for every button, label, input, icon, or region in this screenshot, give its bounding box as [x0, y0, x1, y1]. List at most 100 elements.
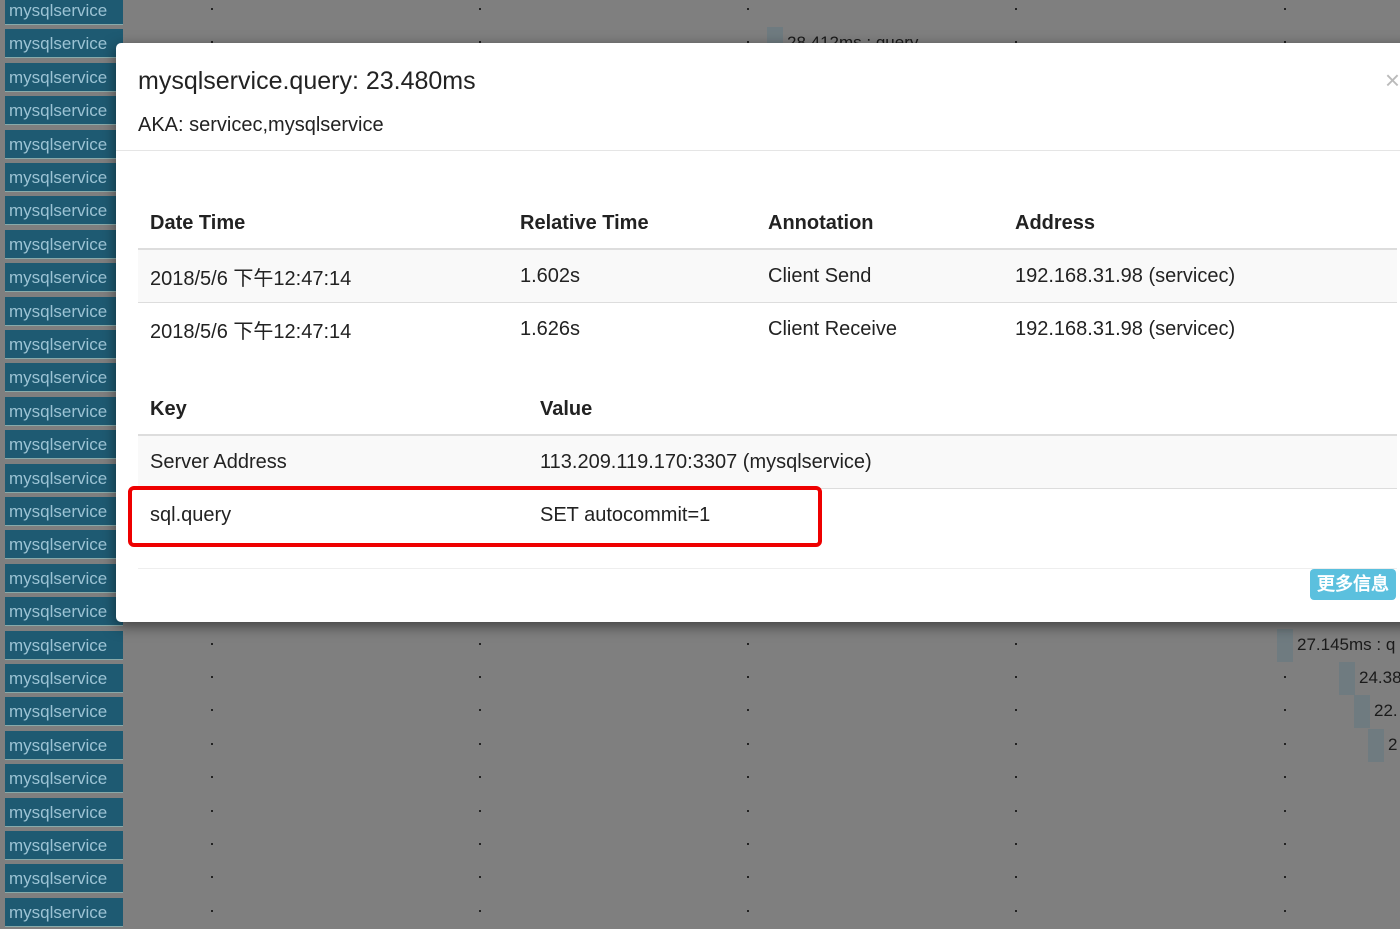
- tick-dot: [1015, 809, 1017, 812]
- tick-dot: [1015, 642, 1017, 645]
- tick-dot: [479, 742, 481, 745]
- tick-dot: [747, 909, 749, 912]
- span-row[interactable]: mysqlservice: [0, 161, 1400, 194]
- span-row[interactable]: mysqlservice 27.145ms : q: [0, 628, 1400, 662]
- tick-dot: [1015, 676, 1017, 678]
- service-label: mysqlservice: [5, 430, 123, 460]
- tick-dot: [747, 809, 749, 812]
- tick-dot: [211, 909, 213, 912]
- tags-table: Key Value Server Address 113.209.119.170:3…: [138, 384, 1397, 541]
- tick-dot: [479, 843, 481, 845]
- tick-dot: [1284, 742, 1286, 745]
- span-row[interactable]: mysqlservice: [0, 829, 1400, 862]
- aka-text: AKA: servicec,mysqlservice: [138, 114, 384, 136]
- cell: 192.168.31.98 (servicec): [1003, 248, 1397, 303]
- tick-dot: [1015, 876, 1017, 879]
- divider: [138, 568, 1397, 569]
- tick-dot: [747, 676, 749, 678]
- span-row[interactable]: mysqlservice 22.: [0, 695, 1400, 729]
- cell: Client Send: [756, 248, 1003, 303]
- span-row[interactable]: mysqlservice: [0, 528, 1400, 561]
- cell: 113.209.119.170:3307 (mysqlservice): [528, 434, 1397, 489]
- service-label: mysqlservice: [5, 96, 123, 126]
- span-bar: [1354, 695, 1370, 729]
- span-row[interactable]: mysqlservice: [0, 462, 1400, 495]
- span-row[interactable]: mysqlservice: [0, 228, 1400, 261]
- span-row[interactable]: mysqlservice: [0, 796, 1400, 829]
- cell: Client Receive: [756, 302, 1003, 355]
- tick-dot: [1284, 41, 1286, 44]
- tick-dot: [747, 876, 749, 879]
- service-label: mysqlservice: [5, 129, 123, 159]
- modal-title: mysqlservice.query: 23.480ms: [138, 67, 476, 95]
- span-bar: [1339, 662, 1355, 695]
- span-duration: 27.145ms : q: [1297, 634, 1396, 654]
- span-row[interactable]: mysqlservice: [0, 896, 1400, 929]
- service-label: mysqlservice: [5, 229, 123, 259]
- service-label: mysqlservice: [5, 363, 123, 393]
- span-row[interactable]: mysqlservice: [0, 428, 1400, 461]
- cell: Server Address: [138, 434, 528, 489]
- more-info-button[interactable]: 更多信息: [1310, 569, 1396, 600]
- cell: 1.602s: [508, 248, 756, 303]
- span-duration: 24.38: [1359, 668, 1400, 687]
- span-row[interactable]: mysqlservice: [0, 194, 1400, 227]
- tick-dot: [1015, 843, 1017, 845]
- tick-dot: [211, 742, 213, 745]
- span-row[interactable]: mysqlservice: [0, 395, 1400, 428]
- tick-dot: [747, 776, 749, 779]
- service-label: mysqlservice: [5, 630, 123, 660]
- tick-dot: [1015, 41, 1017, 44]
- tick-dot: [747, 41, 749, 44]
- tick-dot: [1284, 876, 1286, 879]
- tick-dot: [211, 843, 213, 845]
- tick-dot: [1284, 776, 1286, 779]
- cell: 1.626s: [508, 302, 756, 355]
- span-row[interactable]: mysqlservice: [0, 495, 1400, 528]
- tick-dot: [1284, 843, 1286, 845]
- span-row[interactable]: mysqlservice: [0, 595, 1400, 628]
- tick-dot: [1015, 709, 1017, 712]
- span-row[interactable]: mysqlservice: [0, 361, 1400, 394]
- tick-dot: [747, 709, 749, 712]
- span-row[interactable]: mysqlservice: [0, 94, 1400, 127]
- span-row[interactable]: mysqlservice: [0, 128, 1400, 161]
- tick-dot: [211, 709, 213, 712]
- table-row: Server Address 113.209.119.170:3307 (mysq…: [138, 434, 1397, 489]
- service-label: mysqlservice: [5, 730, 123, 760]
- cell: 2018/5/6 下午12:47:14: [138, 248, 508, 303]
- span-bar: [1368, 728, 1384, 762]
- table-row: sql.query SET autocommit=1: [138, 488, 1397, 541]
- header-date-time: Date Time: [138, 198, 508, 250]
- service-label: mysqlservice: [5, 563, 123, 593]
- service-label: mysqlservice: [5, 29, 123, 59]
- span-row[interactable]: mysqlservice: [0, 295, 1400, 328]
- tick-dot: [1015, 776, 1017, 779]
- header-annotation: Annotation: [756, 198, 1003, 250]
- header-relative-time: Relative Time: [508, 198, 756, 250]
- span-row[interactable]: mysqlservice: [0, 328, 1400, 361]
- close-icon[interactable]: ×: [1384, 65, 1400, 95]
- span-detail-modal: mysqlservice.query: 23.480ms AKA: servic…: [116, 43, 1400, 622]
- service-label: mysqlservice: [5, 797, 123, 827]
- tick-dot: [479, 776, 481, 779]
- tick-dot: [1284, 676, 1286, 678]
- span-row[interactable]: mysqlservice: [0, 0, 1400, 27]
- service-label: mysqlservice: [5, 897, 123, 927]
- tick-dot: [479, 8, 481, 10]
- span-row[interactable]: mysqlservice: [0, 261, 1400, 294]
- tick-dot: [211, 676, 213, 678]
- span-row[interactable]: mysqlservice: [0, 762, 1400, 795]
- span-row[interactable]: mysqlservice: [0, 862, 1400, 895]
- header-key: Key: [138, 384, 528, 436]
- tick-dot: [1015, 909, 1017, 912]
- span-row[interactable]: mysqlservice 24.38: [0, 662, 1400, 695]
- service-label: mysqlservice: [5, 163, 123, 192]
- span-row[interactable]: mysqlservice 2: [0, 728, 1400, 762]
- service-label: mysqlservice: [5, 497, 123, 526]
- service-label: mysqlservice: [5, 664, 123, 693]
- span-duration: 22.: [1374, 701, 1398, 721]
- tick-dot: [479, 41, 481, 44]
- annotations-table: Date Time Relative Time Annotation Address …: [138, 198, 1397, 355]
- service-label: mysqlservice: [5, 263, 123, 293]
